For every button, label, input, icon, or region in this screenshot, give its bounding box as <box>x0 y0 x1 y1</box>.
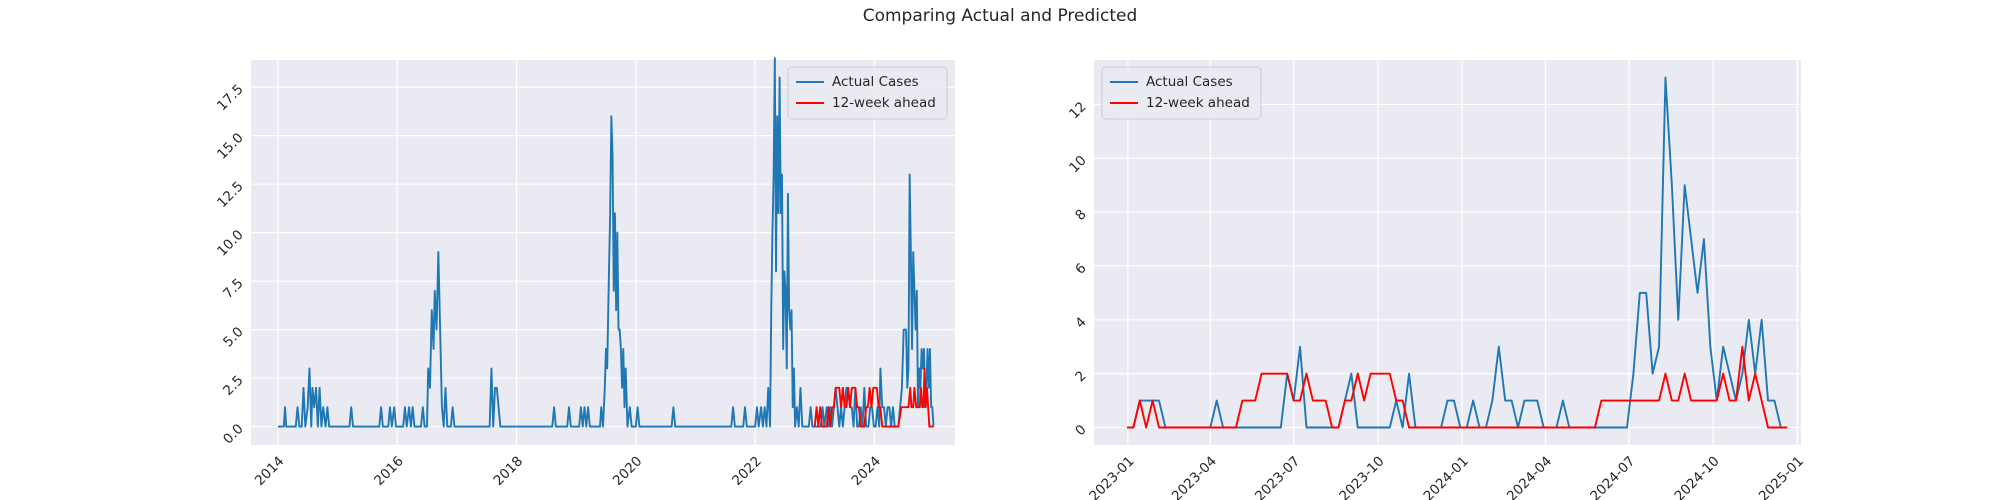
chart-right: 2023-01 2023-04 2023-07 2023-10 2024-01 2024-… <box>1066 60 1807 500</box>
legend-label: Actual Cases <box>1146 74 1233 90</box>
y-tick-label: 10.0 <box>214 227 247 260</box>
x-tick-label: 2020 <box>610 453 646 489</box>
series-line <box>1126 345 1788 429</box>
y-tick-label: 0.0 <box>220 421 247 448</box>
plot-area <box>251 60 955 445</box>
y-tick-label: 10 <box>1066 153 1089 176</box>
y-tick-label: 8 <box>1072 206 1089 223</box>
x-tick-label: 2016 <box>371 453 407 489</box>
x-tick-label: 2023-07 <box>1252 453 1303 500</box>
legend-label: Actual Cases <box>832 74 919 90</box>
y-tick-label: 6 <box>1072 260 1089 277</box>
y-tick-label: 15.0 <box>214 130 247 163</box>
y-tick-label: 17.5 <box>214 81 247 114</box>
y-tick-label: 4 <box>1072 314 1089 331</box>
x-tick-label: 2024-07 <box>1587 453 1638 500</box>
x-tick-label: 2023-04 <box>1169 453 1220 500</box>
series-line <box>813 367 934 428</box>
chart-left: 2014 2016 2018 2020 2022 2024 0.0 2.5 5.0 7.5 10.0… <box>214 57 955 489</box>
legend-box <box>787 66 948 120</box>
y-tick-label: 12 <box>1066 99 1089 122</box>
y-tick-label: 7.5 <box>220 275 247 302</box>
legend-label: 12-week ahead <box>832 95 936 111</box>
y-tick-label: 0 <box>1072 422 1089 439</box>
x-tick-label: 2024-04 <box>1504 453 1555 500</box>
x-tick-label: 2024-01 <box>1421 453 1472 500</box>
x-tick-label: 2022 <box>729 453 765 489</box>
x-tick-label: 2024-10 <box>1671 453 1722 500</box>
x-tick-label: 2025-01 <box>1756 453 1807 500</box>
x-tick-label: 2023-01 <box>1086 453 1137 500</box>
x-tick-label: 2014 <box>252 453 288 489</box>
y-tick-label: 12.5 <box>214 178 247 211</box>
x-tick-label: 2018 <box>490 453 526 489</box>
y-tick-label: 2.5 <box>220 372 247 399</box>
x-tick-label: 2023-10 <box>1336 453 1387 500</box>
legend-label: 12-week ahead <box>1146 95 1250 111</box>
y-tick-label: 2 <box>1072 368 1089 385</box>
legend: Actual Cases 12-week ahead <box>787 66 948 120</box>
legend: Actual Cases 12-week ahead <box>1101 66 1262 120</box>
figure-title: Comparing Actual and Predicted <box>862 6 1138 26</box>
x-tick-label: 2024 <box>848 453 884 489</box>
series-line <box>277 57 935 428</box>
y-tick-label: 5.0 <box>220 324 247 351</box>
legend-box <box>1101 66 1262 120</box>
